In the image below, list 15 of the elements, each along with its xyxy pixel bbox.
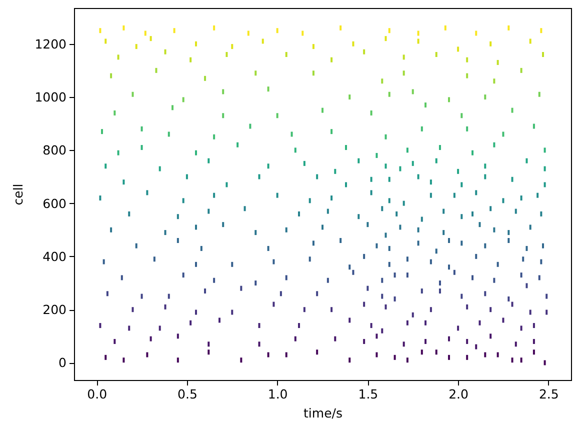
y-tick-label: 0	[58, 355, 67, 370]
y-tick-label: 1000	[34, 90, 67, 105]
y-tick-label: 600	[42, 196, 67, 211]
x-tick-label: 0.0	[87, 386, 108, 402]
x-tick-label: 2.5	[538, 386, 559, 402]
x-tick-label: 1.0	[268, 386, 288, 402]
y-axis-title: cell	[10, 184, 26, 206]
x-tick-label: 1.5	[358, 386, 378, 402]
x-tick-label: 0.5	[178, 386, 198, 402]
y-tick-label: 1200	[34, 36, 67, 52]
y-tick-label: 800	[42, 142, 67, 158]
y-tick-label: 400	[42, 248, 67, 264]
x-axis-title: time/s	[304, 406, 342, 420]
x-tick-label: 2.0	[448, 386, 469, 402]
y-tick-label: 200	[42, 302, 67, 318]
